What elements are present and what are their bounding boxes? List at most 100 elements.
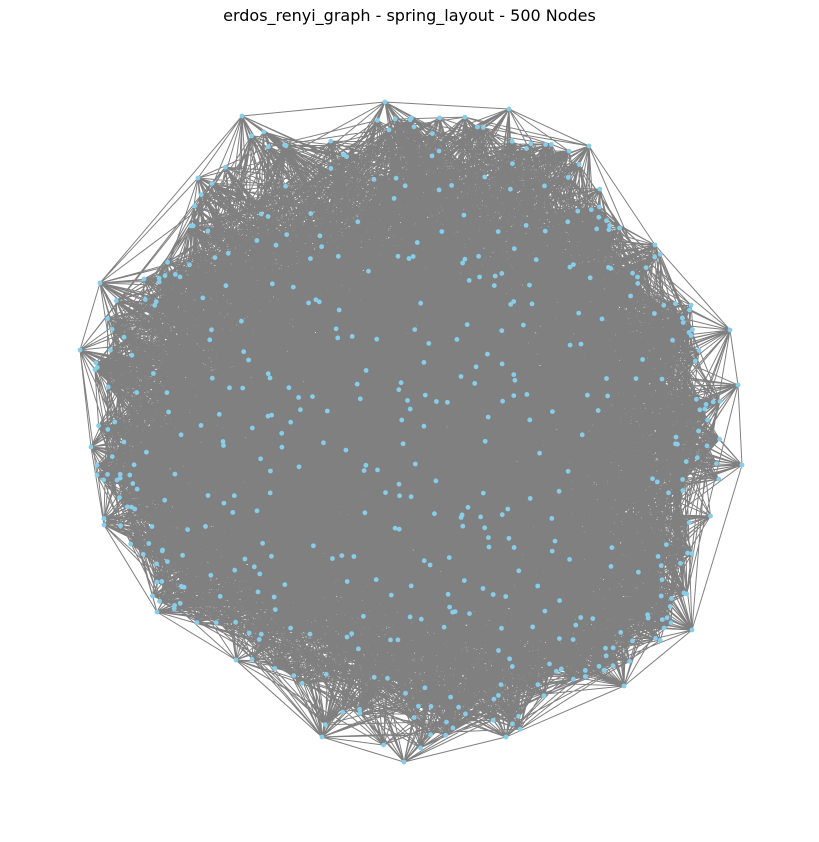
graph-node [529,301,535,307]
graph-node [373,577,379,582]
graph-node [335,335,341,341]
graph-node [344,154,349,160]
graph-node [177,600,183,606]
graph-node [595,408,601,413]
graph-node [599,316,605,322]
graph-node [153,299,159,304]
graph-node [696,428,701,434]
graph-node [288,419,294,425]
graph-node [162,273,168,279]
graph-node [232,567,238,573]
graph-node [403,690,408,696]
graph-node [482,174,488,180]
graph-node [643,265,649,270]
graph-node [223,283,229,289]
graph-node [310,394,315,399]
graph-node [97,280,103,286]
graph-node [653,636,658,641]
graph-node [452,609,458,614]
graph-node [282,582,288,587]
graph-node [573,622,579,628]
graph-node [269,553,274,559]
graph-node [267,375,273,381]
graph-node [205,493,211,498]
graph-node [335,253,341,259]
node-layer [77,99,745,765]
graph-node [105,316,110,322]
graph-node [101,516,107,521]
graph-node [159,579,165,584]
graph-node [131,462,137,468]
graph-node [209,327,214,333]
graph-node [194,620,200,625]
graph-node [499,361,505,367]
graph-node [101,477,107,483]
graph-node [357,706,362,712]
graph-node [658,593,664,599]
graph-node [203,524,208,529]
graph-node [393,175,399,181]
graph-node [284,232,290,238]
graph-node [160,547,166,553]
graph-node [271,594,277,600]
graph-node [585,392,590,398]
graph-node [392,116,398,122]
graph-node [395,253,401,259]
graph-node [129,352,135,358]
graph-node [317,233,323,239]
graph-node [333,326,339,332]
graph-node [134,390,140,395]
graph-node [311,543,316,549]
graph-node [307,631,313,637]
graph-node [603,645,608,651]
graph-node [209,375,215,381]
graph-node [121,439,127,445]
graph-node [552,538,558,544]
graph-node [223,164,228,170]
graph-node [739,462,745,468]
graph-node [553,668,559,674]
graph-node [506,535,512,541]
graph-node [255,589,261,595]
graph-node [550,409,555,414]
graph-node [328,166,334,171]
graph-node [664,615,670,621]
graph-node [445,399,450,405]
graph-node [391,196,397,201]
graph-node [117,495,122,500]
graph-node [296,464,302,470]
graph-node [254,508,260,514]
graph-node [511,372,517,377]
graph-node [508,186,513,192]
graph-node [246,630,252,636]
graph-node [503,594,509,599]
graph-node [576,162,582,167]
graph-node [249,656,255,662]
graph-node [680,488,686,493]
graph-node [128,541,134,547]
graph-node [558,666,564,672]
graph-node [507,656,512,662]
graph-node [605,393,610,399]
graph-node [283,183,288,189]
graph-node [418,745,423,751]
graph-node [316,299,322,305]
graph-node [233,619,239,625]
graph-node [449,183,454,188]
graph-node [165,559,170,564]
graph-node [141,276,147,282]
graph-node [272,666,278,671]
graph-node [690,327,695,332]
graph-node [349,631,355,637]
graph-node [109,326,115,332]
graph-node [405,398,410,403]
graph-node [187,262,192,268]
graph-node [610,663,616,669]
graph-node [556,488,562,494]
graph-node [683,459,689,464]
graph-node [371,674,377,680]
graph-node [717,398,723,404]
graph-node [179,583,184,589]
graph-node [319,734,325,740]
graph-node [221,500,227,506]
